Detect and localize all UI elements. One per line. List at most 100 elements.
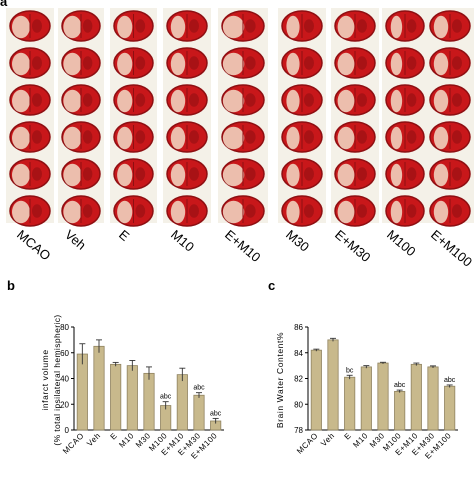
brain-slice (61, 47, 101, 79)
brain-slice (334, 158, 376, 190)
water-bar (310, 349, 322, 431)
brain-slice (281, 10, 323, 42)
brain-slice (429, 10, 471, 42)
brain-slice (334, 121, 376, 153)
brain-slice (166, 84, 208, 116)
brain-slice (61, 10, 101, 42)
brain-slice (9, 47, 51, 79)
brain-slice (429, 84, 471, 116)
infarct-bar (126, 365, 138, 431)
infarct-y-tick-label: 40 (60, 375, 69, 384)
infarct-bar (110, 363, 122, 431)
brain-slice (166, 158, 208, 190)
brain-slice (61, 84, 101, 116)
brain-slice (166, 121, 208, 153)
water-y-tick-label: 80 (294, 400, 303, 409)
brain-slice (61, 158, 101, 190)
brain-slice (385, 121, 425, 153)
water-y-tick-label: 84 (294, 349, 303, 358)
brain-slice (385, 158, 425, 190)
group-label: E+M100 (428, 227, 474, 270)
infarct-category-label: Veh (85, 431, 102, 448)
infarct-bar (193, 394, 205, 431)
brain-slice (429, 195, 471, 227)
brain-slice (113, 195, 154, 227)
brain-slice (113, 158, 154, 190)
brain-slice (166, 195, 208, 227)
brain-slice (281, 195, 323, 227)
infarct-significance-label: abc (193, 385, 205, 392)
brain-slice (385, 47, 425, 79)
group-label: E+M30 (332, 227, 373, 265)
brain-slice (429, 121, 471, 153)
water-category-label: Veh (319, 431, 336, 448)
brain-slice (61, 195, 101, 227)
brain-slice (334, 195, 376, 227)
brain-slice (9, 84, 51, 116)
brain-slice (221, 121, 265, 153)
brain-slice (429, 158, 471, 190)
water-y-axis-label: Brain Water Content% (275, 332, 285, 428)
group-label: M10 (168, 227, 197, 255)
water-bar (427, 366, 439, 431)
water-y-tick-label: 82 (294, 375, 303, 384)
brain-slice (9, 195, 51, 227)
infarct-significance-label: abc (160, 394, 172, 401)
infarct-bar (176, 374, 188, 431)
water-bar (394, 390, 406, 431)
water-bar (410, 363, 422, 431)
water-bar (360, 366, 372, 431)
panel-c-letter: c (268, 278, 276, 293)
brain-slice (9, 158, 51, 190)
brain-slice (9, 10, 51, 42)
water-bar (327, 339, 339, 431)
infarct-bar (93, 345, 105, 431)
brain-slice (281, 121, 323, 153)
brain-slice (61, 121, 101, 153)
brain-slice (9, 121, 51, 153)
brain-slice (221, 47, 265, 79)
water-bar (377, 362, 389, 431)
brain-slice (166, 47, 208, 79)
group-label: E (116, 227, 133, 244)
panel-b-letter: b (7, 278, 15, 293)
water-category-label: E (343, 431, 353, 441)
brain-slice (221, 84, 265, 116)
brain-slice (281, 158, 323, 190)
brain-slice (429, 47, 471, 79)
group-label: M30 (283, 227, 312, 255)
water-significance-label: bc (346, 367, 354, 374)
brain-slice (334, 47, 376, 79)
brain-slice (281, 84, 323, 116)
brain-slice (385, 10, 425, 42)
group-label: M100 (384, 227, 419, 259)
water-category-label: M10 (351, 431, 369, 449)
infarct-y-tick-label: 60 (60, 349, 69, 358)
infarct-y-tick-label: 80 (60, 323, 69, 332)
brain-slices-figure: MCAO Veh E M10 E+M10 M30 E+M30 M100 E+M100 (6, 8, 474, 270)
brain-slice (221, 195, 265, 227)
water-significance-label: abc (394, 382, 406, 389)
infarct-significance-label: abc (210, 410, 222, 417)
water-bar (444, 385, 456, 431)
brain-slice (385, 84, 425, 116)
group-label: E+M10 (222, 227, 263, 265)
water-bar (344, 376, 356, 431)
infarct-bar (143, 372, 155, 431)
water-y-tick-label: 86 (294, 323, 303, 332)
infarct-bar (76, 353, 88, 431)
infarct-category-label: M10 (117, 431, 135, 449)
group-label: MCAO (14, 227, 54, 264)
brain-slice (334, 84, 376, 116)
brain-slice (166, 10, 208, 42)
group-label: Veh (62, 227, 89, 253)
infarct-y-axis-label-2: (% total ipsilateral hemispheric) (52, 314, 62, 445)
brain-slice (113, 10, 154, 42)
infarct-y-tick-label: 20 (60, 400, 69, 409)
water-y-tick-label: 78 (294, 426, 303, 435)
infarct-y-axis-label: infarct volume (40, 349, 50, 410)
infarct-y-tick-label: 0 (65, 426, 70, 435)
brain-slice (281, 47, 323, 79)
